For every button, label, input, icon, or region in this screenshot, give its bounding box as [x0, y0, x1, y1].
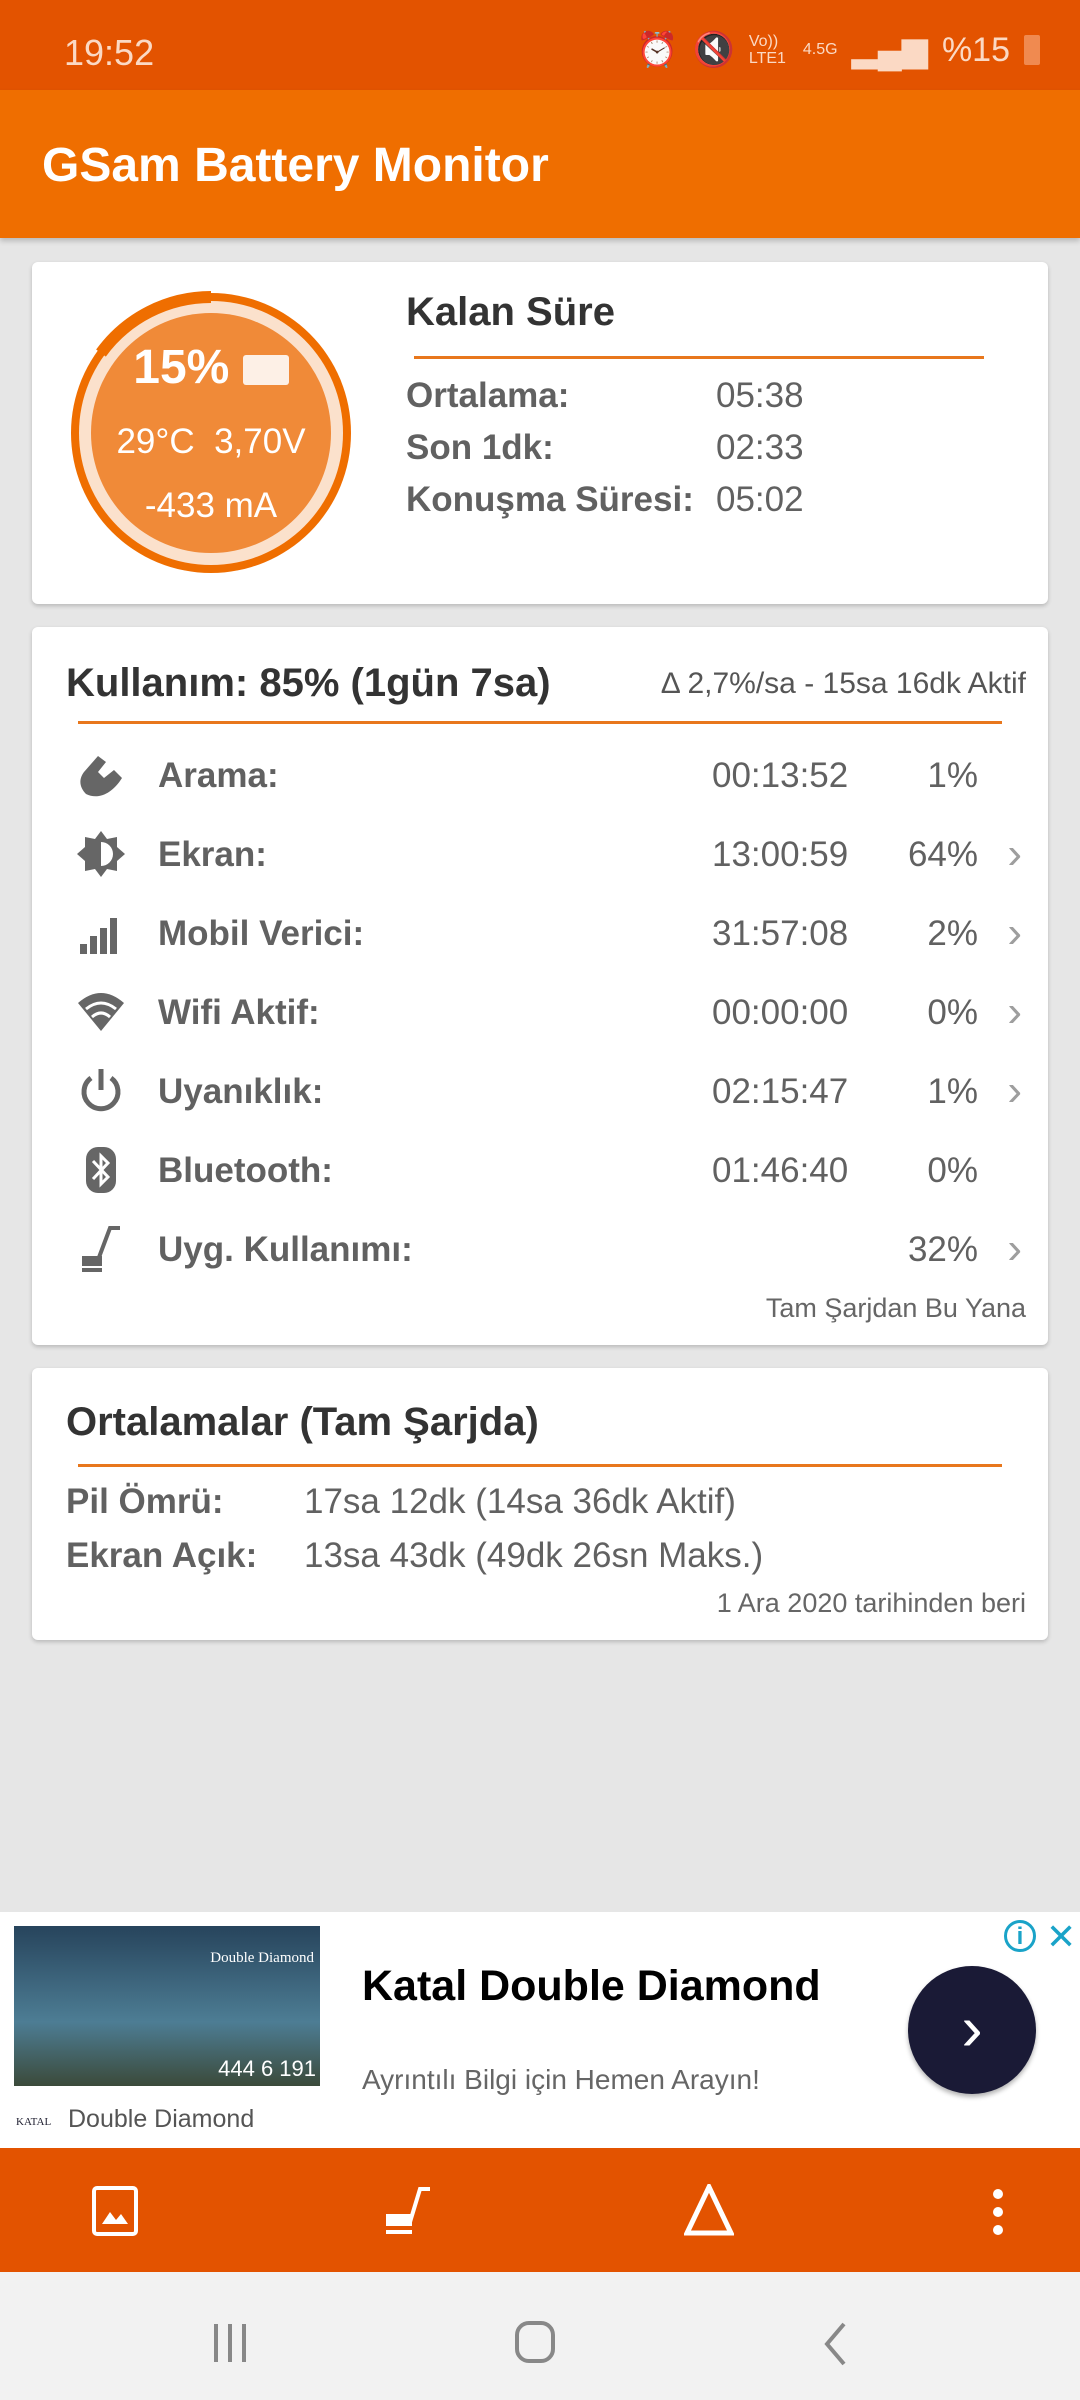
usage-label: Bluetooth:: [158, 1151, 333, 1190]
usage-label: Arama:: [158, 756, 279, 795]
usage-label: Uyg. Kullanımı:: [158, 1230, 413, 1269]
usage-row: Bluetooth: 01:46:40 0%: [32, 1135, 1048, 1205]
divider: [414, 356, 984, 359]
divider: [78, 721, 1002, 724]
usage-row[interactable]: Mobil Verici: 31:57:08 2% ›: [32, 898, 1048, 968]
chevron-right-icon[interactable]: ›: [1007, 829, 1022, 878]
avg-value: 05:38: [716, 376, 804, 415]
battery-percent: 15%: [66, 340, 356, 395]
talk-time-value: 05:02: [716, 480, 804, 519]
signal-icon: [80, 918, 117, 954]
usage-time: 01:46:40: [712, 1151, 849, 1190]
ad-logo: KATAL: [16, 2116, 52, 2128]
ad-subtitle: Ayrıntılı Bilgi için Hemen Arayın!: [362, 2064, 760, 2095]
brightness-icon: [77, 831, 125, 877]
screen-on-label: Ekran Açık:: [66, 1536, 258, 1575]
app-bar: GSam Battery Monitor: [0, 90, 1080, 238]
talk-time-label: Konuşma Süresi:: [406, 480, 694, 519]
mute-icon: 🔇: [692, 31, 735, 69]
ad-image[interactable]: Double Diamond 444 6 191: [14, 1926, 320, 2086]
usage-time: 13:00:59: [712, 835, 849, 874]
ad-open-button[interactable]: ›: [908, 1966, 1036, 2094]
app-title: GSam Battery Monitor: [42, 139, 549, 192]
battery-card[interactable]: 15% 29°C 3,70V -433 mA Kalan Süre Ortala…: [32, 262, 1048, 604]
delta-icon[interactable]: [684, 2184, 734, 2236]
ad-advertiser: Double Diamond: [68, 2105, 255, 2133]
usage-row[interactable]: Uyg. Kullanımı: 32% ›: [32, 1214, 1048, 1284]
usage-percent: 32%: [907, 1230, 978, 1269]
usage-row[interactable]: Uyanıklık: 02:15:47 1% ›: [32, 1056, 1048, 1126]
ad-banner[interactable]: Double Diamond 444 6 191 KATAL Double Di…: [0, 1912, 1080, 2148]
network-type: 4.5G: [802, 41, 838, 58]
averages-card: Ortalamalar (Tam Şarjda) Pil Ömrü: 17sa …: [32, 1368, 1048, 1640]
ad-close-icon[interactable]: ✕: [1046, 1916, 1077, 1957]
battery-percent: %15: [941, 30, 1010, 69]
usage-label: Ekran:: [158, 835, 267, 874]
usage-percent: 2%: [927, 914, 978, 953]
usage-title: Kullanım: 85% (1gün 7sa): [66, 661, 551, 705]
broom-icon: [82, 1226, 120, 1272]
remaining-title: Kalan Süre: [406, 290, 615, 334]
battery-life-value: 17sa 12dk (14sa 36dk Aktif): [304, 1482, 736, 1521]
recent-apps-icon[interactable]: [212, 2322, 252, 2364]
last-min-value: 02:33: [716, 428, 804, 467]
usage-percent: 0%: [927, 993, 978, 1032]
phone-icon: [80, 756, 122, 797]
usage-row[interactable]: Wifi Aktif: 00:00:00 0% ›: [32, 977, 1048, 1047]
clock: 19:52: [64, 32, 155, 73]
screen-on-value: 13sa 43dk (49dk 26sn Maks.): [304, 1536, 764, 1575]
wifi-icon: [78, 993, 124, 1031]
usage-rate: Δ 2,7%/sa - 15sa 16dk Aktif: [660, 667, 1026, 700]
averages-footnote: 1 Ara 2020 tarihinden beri: [716, 1588, 1026, 1618]
usage-row: Arama: 00:13:52 1%: [32, 740, 1048, 810]
temp-voltage: 29°C 3,70V: [116, 422, 306, 461]
usage-label: Uyanıklık:: [158, 1072, 324, 1111]
usage-label: Mobil Verici:: [158, 914, 365, 953]
chevron-right-icon[interactable]: ›: [1007, 1224, 1022, 1273]
ad-image-phone: 444 6 191: [218, 2056, 316, 2081]
broom-icon[interactable]: [384, 2186, 432, 2236]
battery-icon: [242, 355, 289, 386]
ad-title[interactable]: Katal Double Diamond: [362, 1962, 821, 2010]
battery-life-label: Pil Ömrü:: [66, 1482, 224, 1521]
status-bar: 19:52 ⏰ 🔇 Vo)) LTE1 4.5G ▂▄▆ %15: [0, 0, 1080, 90]
usage-label: Wifi Aktif:: [158, 993, 320, 1032]
signal-icon: ▂▄▆: [851, 31, 928, 69]
usage-footnote: Tam Şarjdan Bu Yana: [765, 1293, 1026, 1323]
chevron-right-icon[interactable]: ›: [1007, 1066, 1022, 1115]
current-draw: -433 mA: [144, 486, 278, 525]
usage-row[interactable]: Ekran: 13:00:59 64% ›: [32, 819, 1048, 889]
back-icon[interactable]: [822, 2322, 848, 2366]
usage-percent: 0%: [927, 1151, 978, 1190]
usage-time: 02:15:47: [712, 1072, 849, 1111]
volte-indicator: Vo)) LTE1: [748, 33, 786, 67]
averages-title: Ortalamalar (Tam Şarjda): [66, 1400, 539, 1444]
battery-icon: [1024, 35, 1040, 65]
avg-label: Ortalama:: [406, 376, 570, 415]
divider: [78, 1464, 1002, 1467]
more-options-icon[interactable]: [988, 2188, 1008, 2236]
ad-image-brand: Double Diamond: [210, 1950, 314, 1966]
last-min-label: Son 1dk:: [406, 428, 554, 467]
usage-card: Kullanım: 85% (1gün 7sa) Δ 2,7%/sa - 15s…: [32, 627, 1048, 1345]
usage-time: 00:00:00: [712, 993, 849, 1032]
usage-time: 31:57:08: [712, 914, 849, 953]
ad-info-icon[interactable]: i: [1004, 1920, 1036, 1952]
battery-gauge: 15% 29°C 3,70V -433 mA: [66, 288, 356, 578]
chevron-right-icon[interactable]: ›: [1007, 908, 1022, 957]
system-nav-bar: [0, 2272, 1080, 2400]
power-icon: [81, 1069, 121, 1112]
image-icon[interactable]: [92, 2186, 140, 2236]
usage-percent: 1%: [927, 1072, 978, 1111]
usage-time: 00:13:52: [712, 756, 849, 795]
usage-percent: 64%: [907, 835, 978, 874]
usage-percent: 1%: [927, 756, 978, 795]
chevron-right-icon[interactable]: ›: [1007, 987, 1022, 1036]
chevron-right-icon: ›: [961, 1992, 983, 2064]
home-icon[interactable]: [514, 2320, 558, 2366]
bottom-toolbar: [0, 2148, 1080, 2272]
alarm-icon: ⏰: [636, 31, 679, 69]
bluetooth-icon: [86, 1147, 116, 1193]
